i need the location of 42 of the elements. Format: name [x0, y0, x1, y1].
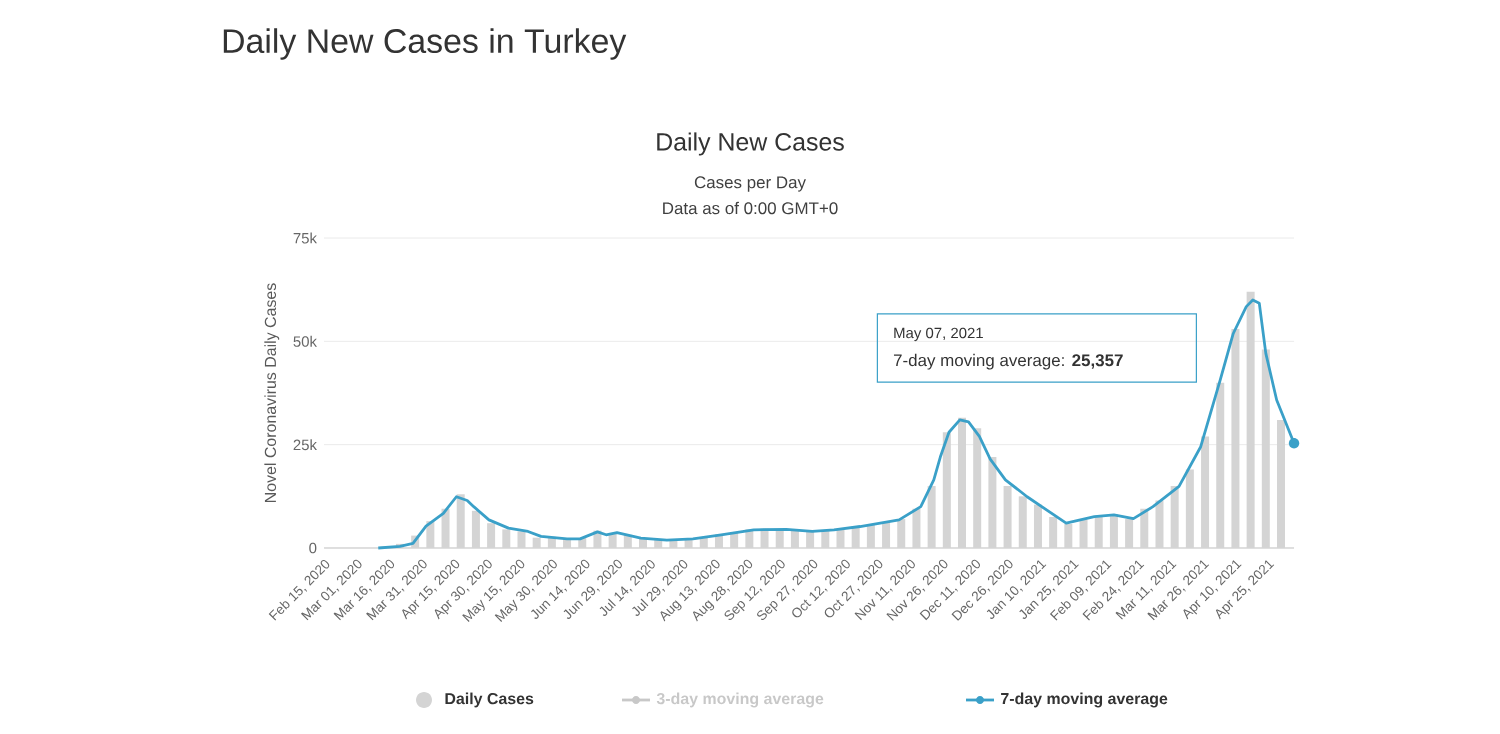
bar [988, 457, 997, 548]
bar [471, 510, 480, 548]
bar [1109, 514, 1118, 548]
bar [456, 494, 465, 548]
bar [1277, 419, 1286, 548]
annotation: 7-day moving average: 25,357 [893, 353, 1123, 370]
bar [730, 532, 739, 548]
bar [502, 529, 511, 548]
bar [517, 531, 526, 548]
bar [927, 486, 936, 548]
bar [1231, 328, 1240, 548]
bar [1261, 349, 1270, 548]
bar [1003, 486, 1012, 548]
text: Daily New Cases in Turkey [223, 28, 627, 60]
bar [1185, 469, 1194, 548]
bar [882, 521, 891, 548]
bar [1033, 504, 1042, 548]
chart-subtitle: Cases per Day [694, 176, 806, 192]
bar [973, 428, 982, 548]
bar [1064, 524, 1073, 548]
bar [1049, 517, 1058, 548]
bar [897, 519, 906, 548]
bar [836, 529, 845, 548]
bar [1216, 382, 1225, 548]
bar [1018, 496, 1027, 548]
bar [1094, 515, 1103, 548]
bar [441, 508, 450, 548]
bar [1170, 486, 1179, 548]
bar [1155, 500, 1164, 548]
bar [532, 537, 541, 548]
bar [1201, 436, 1210, 548]
bar [1079, 519, 1088, 548]
text: Data as of 0:00 GMT+0 [663, 201, 838, 215]
chart-title: Daily New Cases [657, 132, 844, 156]
bar [866, 524, 875, 548]
bar [1246, 291, 1255, 548]
bar [487, 523, 496, 548]
bar [1125, 519, 1134, 548]
bar [942, 432, 951, 548]
bar [912, 508, 921, 548]
bar [958, 417, 967, 548]
bar [1140, 508, 1149, 548]
